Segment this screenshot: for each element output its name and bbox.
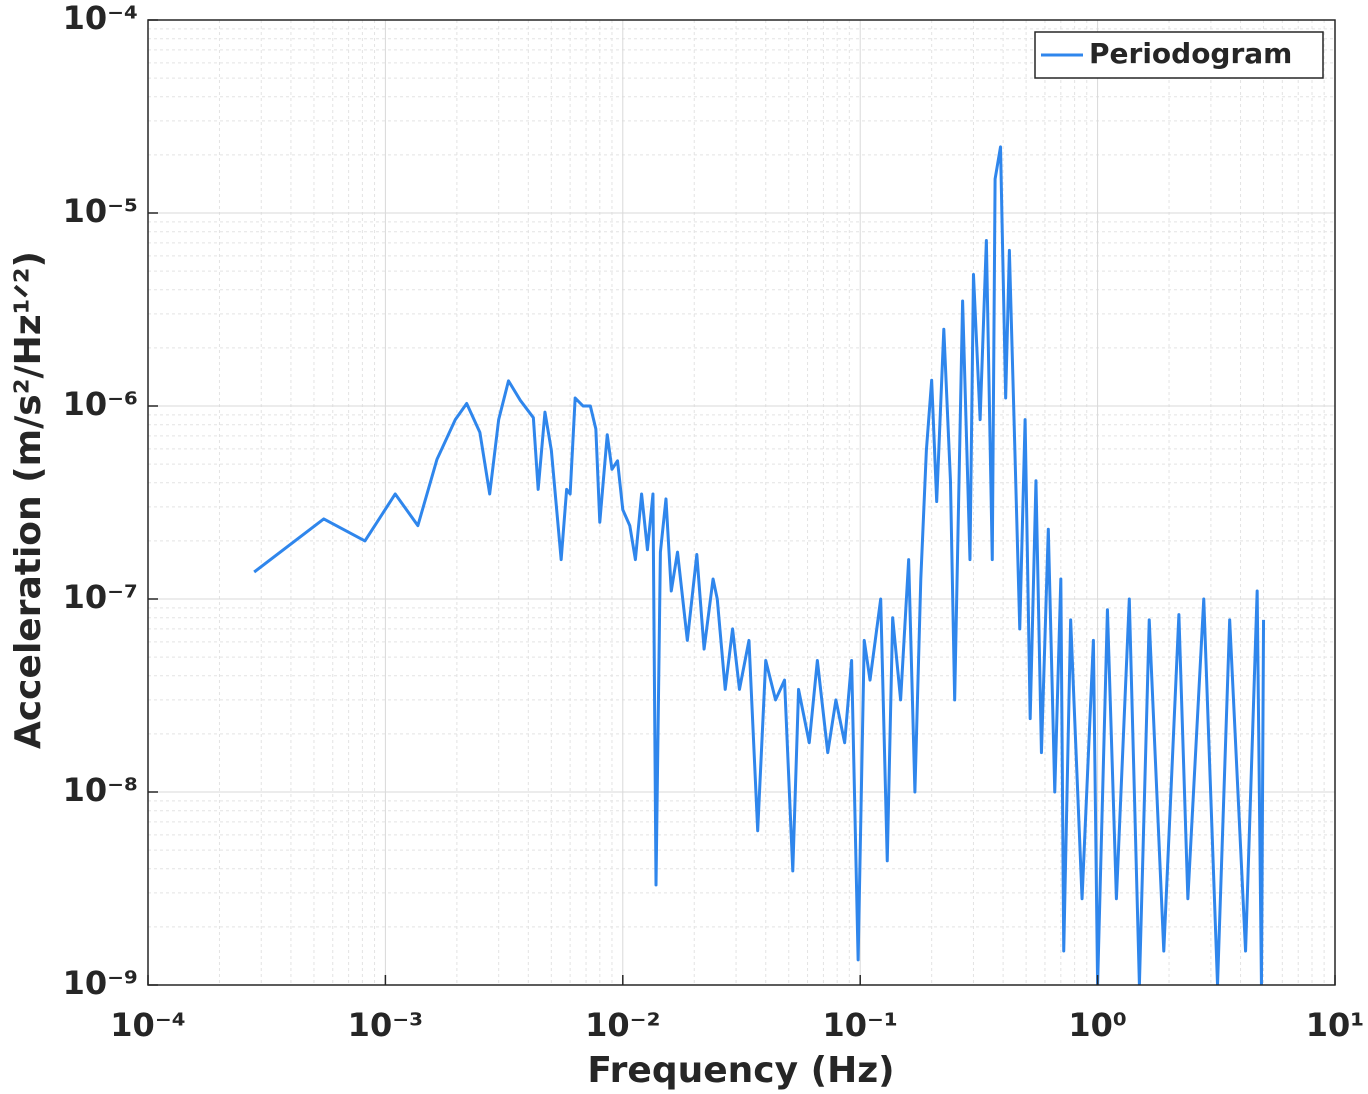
y-tick-label: 10⁻⁸ xyxy=(63,771,138,809)
y-tick-label: 10⁻⁷ xyxy=(63,578,138,616)
y-tick-label: 10⁻⁵ xyxy=(63,192,138,230)
x-tick-label: 10⁻² xyxy=(585,1006,660,1044)
plot-area xyxy=(253,145,1266,985)
x-tick-label: 10¹ xyxy=(1306,1006,1365,1044)
y-tick-label: 10⁻⁴ xyxy=(63,0,138,37)
legend-label: Periodogram xyxy=(1089,37,1292,70)
x-tick-label: 10⁻¹ xyxy=(822,1006,897,1044)
y-tick-label: 10⁻⁶ xyxy=(63,385,138,423)
data-line xyxy=(253,145,1266,985)
y-axis-title: Acceleration (m/s²/Hz¹ᐟ²) xyxy=(8,251,49,749)
plot-background xyxy=(148,20,1335,985)
x-axis-title: Frequency (Hz) xyxy=(587,1050,894,1091)
x-tick-label: 10⁻³ xyxy=(348,1006,423,1044)
grid xyxy=(147,19,1336,986)
plot-frame xyxy=(147,19,1336,986)
legend: Periodogram xyxy=(1034,31,1324,79)
x-tick-label: 10⁰ xyxy=(1068,1006,1127,1044)
x-tick-label: 10⁻⁴ xyxy=(110,1006,185,1044)
y-tick-label: 10⁻⁹ xyxy=(63,964,138,1002)
